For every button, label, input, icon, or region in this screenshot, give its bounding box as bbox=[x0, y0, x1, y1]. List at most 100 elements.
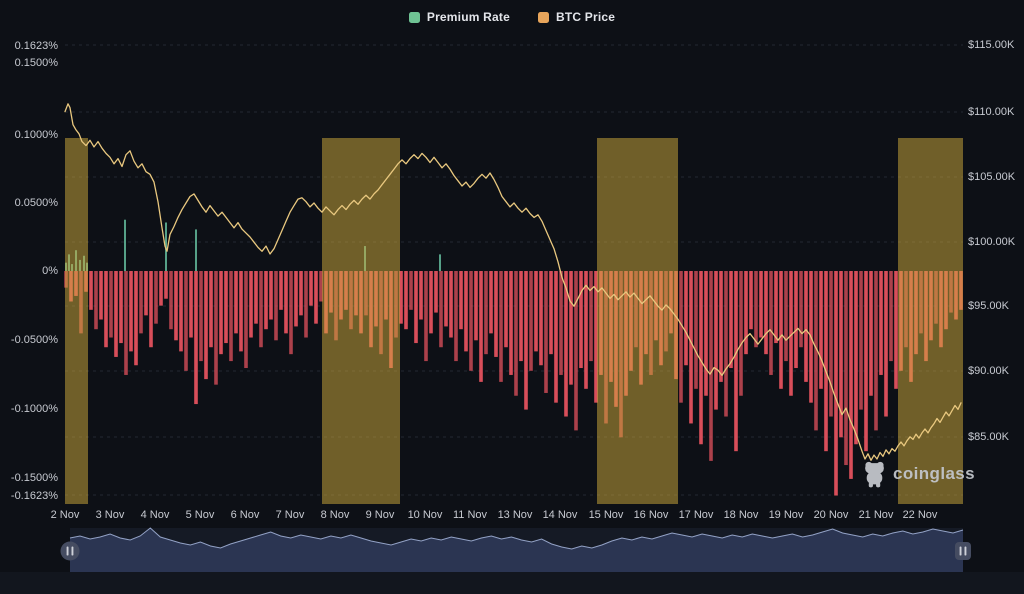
premium-rate-bar bbox=[309, 271, 313, 306]
premium-rate-bar bbox=[154, 271, 158, 324]
premium-rate-bar bbox=[209, 271, 213, 348]
premium-rate-bar bbox=[869, 271, 873, 396]
premium-rate-bar bbox=[849, 271, 853, 479]
premium-rate-bar bbox=[449, 271, 453, 338]
premium-rate-bar-positive bbox=[439, 254, 441, 271]
premium-rate-bar bbox=[284, 271, 288, 334]
navigator-right-handle-grip-icon bbox=[964, 546, 967, 556]
premium-rate-bar bbox=[189, 271, 193, 338]
premium-rate-bar bbox=[229, 271, 233, 362]
premium-rate-bar bbox=[464, 271, 468, 352]
premium-rate-bar bbox=[184, 271, 188, 371]
premium-rate-bar bbox=[159, 271, 163, 306]
premium-rate-bar bbox=[759, 271, 763, 338]
premium-rate-bar bbox=[839, 271, 843, 438]
weekend-band bbox=[322, 138, 400, 504]
premium-rate-bar bbox=[214, 271, 218, 385]
premium-rate-bar bbox=[194, 271, 198, 405]
premium-rate-bar bbox=[749, 271, 753, 330]
premium-rate-bar bbox=[704, 271, 708, 396]
premium-rate-bar bbox=[799, 271, 803, 348]
premium-rate-bar bbox=[259, 271, 263, 348]
premium-rate-bar bbox=[129, 271, 133, 352]
weekend-band bbox=[65, 138, 88, 504]
premium-rate-bar bbox=[224, 271, 228, 344]
premium-rate-bar bbox=[834, 271, 838, 496]
premium-rate-bar bbox=[774, 271, 778, 344]
premium-rate-bar bbox=[504, 271, 508, 348]
premium-rate-bar bbox=[274, 271, 278, 341]
premium-rate-bar bbox=[789, 271, 793, 396]
premium-rate-bar bbox=[289, 271, 293, 355]
premium-rate-bar bbox=[509, 271, 513, 375]
premium-rate-bar bbox=[399, 271, 403, 324]
premium-rate-bar bbox=[844, 271, 848, 466]
legend-item-premium-rate[interactable]: Premium Rate bbox=[408, 10, 510, 24]
premium-rate-bar bbox=[684, 271, 688, 366]
weekend-band bbox=[898, 138, 963, 504]
premium-rate-bar bbox=[549, 271, 553, 355]
premium-rate-bar bbox=[269, 271, 273, 320]
premium-rate-bar bbox=[249, 271, 253, 338]
premium-rate-bar bbox=[859, 271, 863, 410]
premium-rate-bar bbox=[534, 271, 538, 352]
premium-rate-bar bbox=[164, 271, 168, 299]
premium-rate-bar bbox=[149, 271, 153, 348]
btc-price-line bbox=[64, 103, 962, 461]
premium-rate-bar bbox=[134, 271, 138, 366]
premium-rate-bar-positive bbox=[124, 219, 126, 271]
premium-rate-bar bbox=[169, 271, 173, 330]
premium-rate-bar-positive bbox=[195, 229, 197, 271]
premium-rate-bar bbox=[854, 271, 858, 445]
chart-legend: Premium Rate BTC Price bbox=[0, 10, 1024, 24]
navigator-right-handle-grip-icon bbox=[959, 546, 962, 556]
premium-rate-bar bbox=[144, 271, 148, 316]
premium-rate-bar bbox=[894, 271, 898, 389]
premium-rate-bar bbox=[874, 271, 878, 431]
premium-rate-bar bbox=[404, 271, 408, 330]
premium-rate-bar bbox=[539, 271, 543, 366]
premium-rate-bar bbox=[409, 271, 413, 310]
btc-price-swatch-icon bbox=[537, 11, 549, 23]
premium-rate-bar bbox=[489, 271, 493, 334]
premium-rate-bar bbox=[529, 271, 533, 371]
navigator-left-handle[interactable] bbox=[60, 541, 80, 561]
premium-rate-bar bbox=[714, 271, 718, 410]
premium-rate-bar bbox=[724, 271, 728, 417]
premium-rate-bar bbox=[434, 271, 438, 313]
premium-rate-swatch-icon bbox=[408, 11, 420, 23]
navigator-left-handle-grip-icon bbox=[71, 546, 74, 556]
premium-rate-bar bbox=[554, 271, 558, 403]
premium-rate-bar bbox=[879, 271, 883, 375]
navigator-right-handle[interactable] bbox=[955, 542, 971, 560]
premium-rate-bar bbox=[204, 271, 208, 380]
premium-rate-bar bbox=[494, 271, 498, 357]
premium-rate-bar bbox=[174, 271, 178, 341]
premium-rate-bar bbox=[454, 271, 458, 362]
premium-rate-bar bbox=[519, 271, 523, 362]
premium-rate-bar bbox=[304, 271, 308, 338]
premium-rate-bar bbox=[419, 271, 423, 320]
premium-rate-bar bbox=[564, 271, 568, 417]
legend-item-btc-price[interactable]: BTC Price bbox=[537, 10, 615, 24]
premium-rate-bar bbox=[499, 271, 503, 382]
navigator-line bbox=[69, 527, 964, 550]
premium-rate-bar bbox=[699, 271, 703, 445]
premium-rate-bar bbox=[769, 271, 773, 375]
premium-rate-bar bbox=[234, 271, 238, 334]
navigator-area[interactable] bbox=[70, 528, 963, 572]
premium-rate-bar bbox=[89, 271, 93, 310]
footer-strip bbox=[0, 572, 1024, 594]
premium-rate-bar bbox=[104, 271, 108, 348]
premium-rate-bar bbox=[479, 271, 483, 382]
premium-rate-bar bbox=[829, 271, 833, 417]
premium-rate-bar bbox=[764, 271, 768, 355]
premium-rate-bar bbox=[744, 271, 748, 355]
premium-rate-bar bbox=[414, 271, 418, 344]
premium-rate-bar bbox=[784, 271, 788, 362]
premium-rate-bar bbox=[754, 271, 758, 348]
premium-rate-bar bbox=[254, 271, 258, 324]
premium-rate-bar bbox=[199, 271, 203, 362]
premium-rate-bar bbox=[424, 271, 428, 362]
